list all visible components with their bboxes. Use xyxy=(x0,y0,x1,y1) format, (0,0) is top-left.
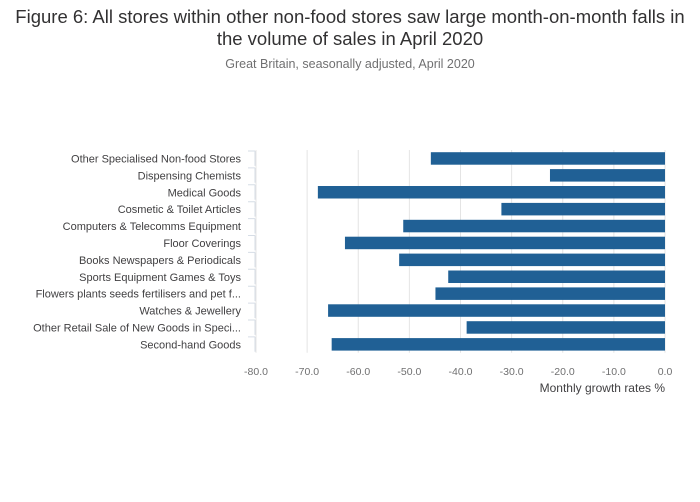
bar xyxy=(328,304,665,317)
x-tick-label: -30.0 xyxy=(500,366,524,378)
category-tick xyxy=(248,184,256,200)
category-label: Watches & Jewellery xyxy=(139,306,241,318)
category-label: Other Specialised Non-food Stores xyxy=(71,153,241,165)
category-tick xyxy=(248,251,256,268)
chart-subtitle: Great Britain, seasonally adjusted, Apri… xyxy=(225,57,475,71)
category-label: Dispensing Chemists xyxy=(138,170,242,182)
category-label: Sports Equipment Games & Toys xyxy=(79,272,241,284)
x-tick-label: -40.0 xyxy=(449,366,473,378)
bar xyxy=(448,270,665,283)
bar xyxy=(344,236,665,250)
bar xyxy=(430,152,665,165)
chart-title: Figure 6: All stores within other non-fo… xyxy=(15,6,685,49)
bar xyxy=(466,321,665,334)
category-label: Other Retail Sale of New Goods in Speci.… xyxy=(33,322,241,334)
category-tick xyxy=(248,302,256,318)
x-tick-label: 0.0 xyxy=(658,366,673,378)
category-tick xyxy=(248,201,256,217)
category-tick xyxy=(248,235,256,251)
x-tick-label: -50.0 xyxy=(397,366,421,378)
category-tick xyxy=(248,150,256,166)
x-tick-label: -10.0 xyxy=(602,366,626,378)
bars xyxy=(317,152,665,351)
category-tick xyxy=(248,319,256,335)
x-tick-label: -80.0 xyxy=(244,366,268,378)
bar xyxy=(549,169,665,182)
bar xyxy=(501,202,665,216)
bar xyxy=(331,338,665,351)
bar xyxy=(435,287,665,300)
category-label: Medical Goods xyxy=(168,187,242,199)
category-label: Cosmetic & Toilet Articles xyxy=(118,204,242,216)
x-axis-ticks: -80.0 -70.0 -60.0 -50.0 -40.0 -30.0 -20.0 -10.0… xyxy=(244,366,672,378)
y-axis-categories: Other Specialised Non-food Stores Dispens… xyxy=(33,150,256,352)
x-tick-label: -60.0 xyxy=(346,366,370,378)
category-label: Computers & Telecomms Equipment xyxy=(63,221,241,233)
bar xyxy=(399,253,665,267)
category-label: Flowers plants seeds fertilisers and pet… xyxy=(36,289,241,301)
gridlines xyxy=(255,150,666,353)
bar xyxy=(317,186,665,199)
category-tick xyxy=(248,285,256,302)
category-tick xyxy=(248,167,256,183)
x-axis-title: Monthly growth rates % xyxy=(540,381,666,395)
x-tick-label: -20.0 xyxy=(551,366,575,378)
category-label: Floor Coverings xyxy=(163,238,241,250)
x-tick-label: -70.0 xyxy=(295,366,319,378)
category-label: Books Newspapers & Periodicals xyxy=(79,255,242,267)
bar xyxy=(403,219,665,233)
category-tick xyxy=(248,336,256,352)
category-tick xyxy=(248,218,256,234)
category-tick xyxy=(248,268,256,285)
category-label: Second-hand Goods xyxy=(140,339,241,351)
